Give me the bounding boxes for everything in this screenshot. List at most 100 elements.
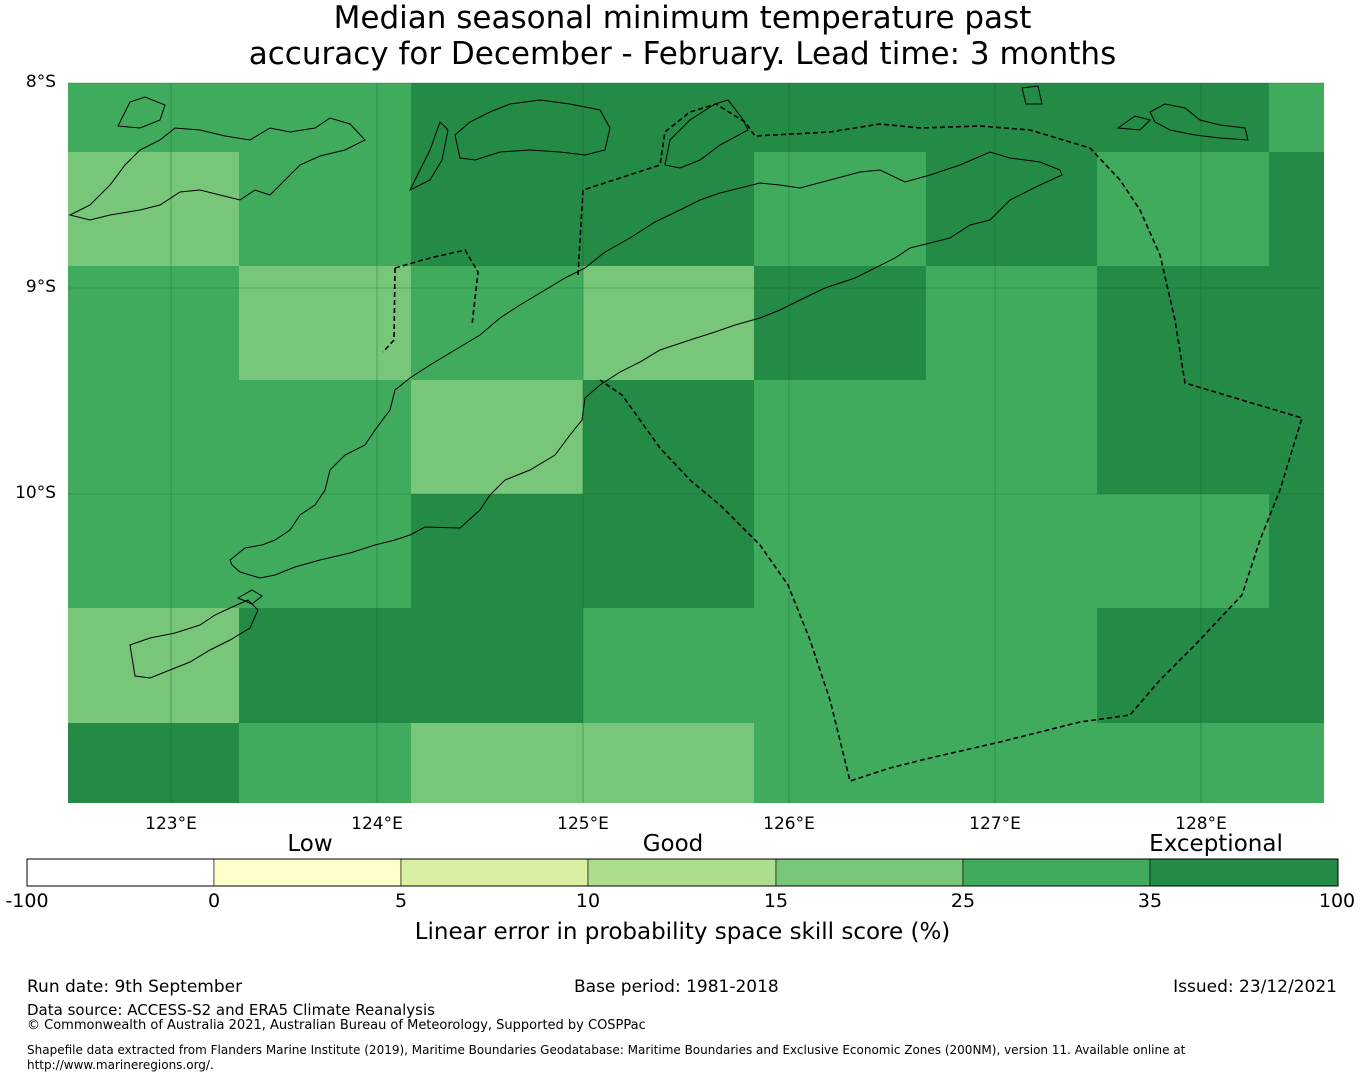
rote-coastline <box>129 599 259 679</box>
colorbar-segment-0 <box>26 858 215 887</box>
grid-cell-r2-c1 <box>239 266 411 380</box>
skill-grid-cells <box>68 83 1324 803</box>
lon-label-127e: 127°E <box>969 814 1021 834</box>
colorbar-segments <box>26 858 1339 887</box>
eez-boundary-oecusse <box>382 249 479 353</box>
grid-cell-r2-c2 <box>411 266 583 380</box>
category-low: Low <box>287 831 333 857</box>
grid-cell-r0-c4 <box>754 83 926 152</box>
lon-label-124e: 124°E <box>351 814 403 834</box>
grid-cell-r5-c2 <box>411 608 583 723</box>
grid-cell-r1-c3 <box>583 152 754 266</box>
colorbar-label: Linear error in probability space skill … <box>414 919 951 945</box>
grid-cell-r3-c4 <box>754 380 926 494</box>
eez-boundary-east <box>577 103 1304 783</box>
colorbar-segment-5 <box>962 858 1151 887</box>
pantar-coastline <box>408 121 449 192</box>
colorbar-segment-4 <box>775 858 964 887</box>
colorbar-outline <box>26 858 1339 887</box>
grid-cell-r0-c3 <box>583 83 754 152</box>
grid-cell-r3-c1 <box>239 380 411 494</box>
lon-label-128e: 128°E <box>1175 814 1227 834</box>
grid-cell-r2-c0 <box>68 266 239 380</box>
maritime-boundary <box>382 103 1304 783</box>
cbar-tick-minus100: -100 <box>5 890 49 912</box>
grid-cell-r3-c6 <box>1097 380 1269 494</box>
grid-cell-r0-c1 <box>239 83 411 152</box>
cbar-tick-0: 0 <box>207 890 221 912</box>
chart-title-line2: accuracy for December - February. Lead t… <box>248 36 1117 72</box>
grid-cell-r5-c7 <box>1269 608 1324 723</box>
grid-cell-r6-c0 <box>68 723 239 803</box>
grid-cell-r6-c1 <box>239 723 411 803</box>
lat-label-8s: 8°S <box>25 72 56 92</box>
data-source: Data source: ACCESS-S2 and ERA5 Climate … <box>27 1001 435 1019</box>
grid-cell-r0-c6 <box>1097 83 1269 152</box>
issued-date: Issued: 23/12/2021 <box>1173 977 1337 997</box>
grid-cell-r5-c1 <box>239 608 411 723</box>
grid-cell-r5-c0 <box>68 608 239 723</box>
cbar-tick-35: 35 <box>1137 890 1163 912</box>
grid-cell-r4-c2 <box>411 494 583 608</box>
grid-cell-r3-c3 <box>583 380 754 494</box>
category-good: Good <box>642 831 704 857</box>
grid-cell-r6-c6 <box>1097 723 1269 803</box>
grid-cell-r1-c1 <box>239 152 411 266</box>
grid-cell-r6-c7 <box>1269 723 1324 803</box>
semau-coastline <box>236 589 263 605</box>
grid-cell-r1-c5 <box>926 152 1097 266</box>
coastline <box>68 85 1249 679</box>
alor-coastline <box>454 99 611 161</box>
grid-cell-r4-c6 <box>1097 494 1269 608</box>
island-north-coastline <box>117 96 166 129</box>
grid-cell-r6-c3 <box>583 723 754 803</box>
cbar-tick-15: 15 <box>763 890 789 912</box>
shapefile-credit-line2: http://www.marineregions.org/. <box>27 1058 214 1072</box>
island-ne-small <box>1116 115 1151 131</box>
grid-cell-r4-c5 <box>926 494 1097 608</box>
grid-cell-r0-c5 <box>926 83 1097 152</box>
grid-cell-r1-c0 <box>68 152 239 266</box>
islands-east-coastline <box>1149 103 1249 141</box>
shapefile-credit-line1: Shapefile data extracted from Flanders M… <box>27 1043 1186 1057</box>
base-period: Base period: 1981-2018 <box>574 977 779 997</box>
grid-cell-r0-c7 <box>1269 83 1324 152</box>
grid-cell-r3-c5 <box>926 380 1097 494</box>
grid-cell-r5-c3 <box>583 608 754 723</box>
grid-cell-r1-c7 <box>1269 152 1324 266</box>
grid-cell-r1-c2 <box>411 152 583 266</box>
grid-cell-r4-c4 <box>754 494 926 608</box>
cbar-tick-25: 25 <box>950 890 976 912</box>
colorbar-segment-3 <box>587 858 777 887</box>
grid-cell-r2-c5 <box>926 266 1097 380</box>
run-date: Run date: 9th September <box>27 977 243 997</box>
grid-cell-r3-c0 <box>68 380 239 494</box>
lon-label-125e: 125°E <box>557 814 609 834</box>
grid-cell-r4-c0 <box>68 494 239 608</box>
colorbar-segment-6 <box>1149 858 1339 887</box>
cbar-tick-5: 5 <box>394 890 408 912</box>
grid-cell-r2-c6 <box>1097 266 1269 380</box>
grid-cell-r6-c2 <box>411 723 583 803</box>
lat-label-9s: 9°S <box>25 277 56 297</box>
copyright: © Commonwealth of Australia 2021, Austra… <box>27 1018 646 1033</box>
grid-cell-r0-c2 <box>411 83 583 152</box>
lat-label-10s: 10°S <box>15 483 56 503</box>
grid-cell-r2-c3 <box>583 266 754 380</box>
map-frame <box>68 83 1324 803</box>
grid-cell-r1-c6 <box>1097 152 1269 266</box>
chart-title-line1: Median seasonal minimum temperature past <box>333 0 1032 36</box>
lon-label-123e: 123°E <box>145 814 197 834</box>
graticule <box>68 82 1324 803</box>
cbar-tick-100: 100 <box>1318 890 1356 912</box>
grid-cell-r6-c5 <box>926 723 1097 803</box>
grid-cell-r2-c4 <box>754 266 926 380</box>
colorbar-segment-2 <box>400 858 589 887</box>
flores-east-coastline <box>68 117 366 221</box>
grid-cell-r5-c5 <box>926 608 1097 723</box>
grid-cell-r5-c6 <box>1097 608 1269 723</box>
grid-cell-r6-c4 <box>754 723 926 803</box>
grid-cell-r2-c7 <box>1269 266 1324 380</box>
grid-cell-r0-c0 <box>68 83 239 152</box>
grid-cell-r4-c7 <box>1269 494 1324 608</box>
